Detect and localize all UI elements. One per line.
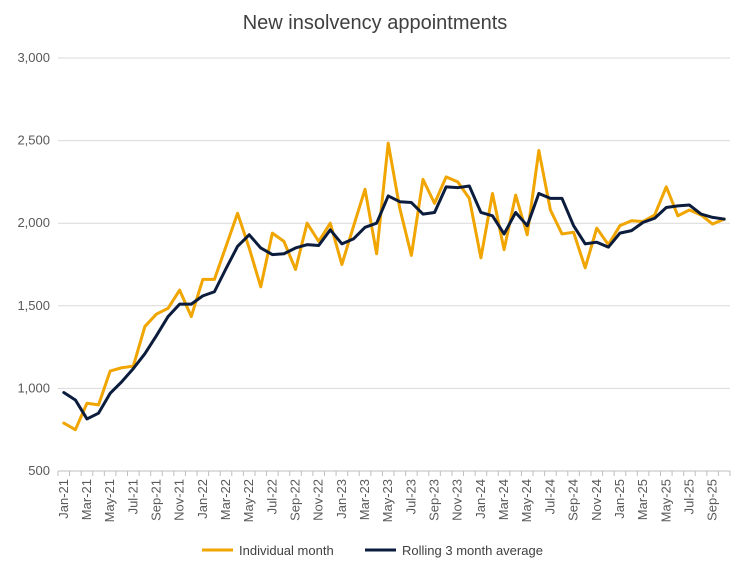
x-tick-label: May-21 xyxy=(102,479,117,522)
x-tick-label: Mar-21 xyxy=(79,479,94,520)
y-tick-label: 1,000 xyxy=(17,380,50,395)
y-tick-label: 2,500 xyxy=(17,133,50,148)
x-tick-label: Jul-21 xyxy=(125,479,140,514)
grid-lines xyxy=(58,57,730,389)
x-tick-label: Jul-22 xyxy=(264,479,279,514)
x-tick-label: Nov-22 xyxy=(311,479,326,521)
x-tick-label: Mar-25 xyxy=(635,479,650,520)
chart-title: New insolvency appointments xyxy=(242,12,508,34)
y-axis: 500 1,000 1,500 2,000 2,500 3,000 xyxy=(17,50,50,478)
x-axis: Jan-21 Mar-21 May-21 Jul-21 Sep-21 Nov-21 Jan-… xyxy=(56,470,731,522)
x-tick-label: Sep-21 xyxy=(148,479,163,521)
series-lines xyxy=(62,141,726,432)
x-tick-label: Mar-24 xyxy=(496,479,511,520)
x-tick-label: Jul-24 xyxy=(542,479,557,514)
y-tick-label: 1,500 xyxy=(17,298,50,313)
x-tick-label: May-24 xyxy=(519,479,534,522)
x-tick-label: Jan-23 xyxy=(334,479,349,519)
x-tick-label: Sep-23 xyxy=(427,479,442,521)
x-tick-label: Sep-22 xyxy=(288,479,303,521)
x-tick-label: Jan-25 xyxy=(612,479,627,519)
y-tick-label: 2,000 xyxy=(17,215,50,230)
x-tick-label: Nov-21 xyxy=(172,479,187,521)
x-tick-label: May-22 xyxy=(241,479,256,522)
x-tick-label: Mar-23 xyxy=(357,479,372,520)
x-tick-label: Jan-24 xyxy=(473,479,488,519)
x-tick-label: Nov-23 xyxy=(450,479,465,521)
x-tick-label: Nov-24 xyxy=(589,479,604,521)
series-line-individual-month xyxy=(62,141,726,432)
legend: Individual month Rolling 3 month average xyxy=(202,543,543,558)
x-tick-label: May-23 xyxy=(380,479,395,522)
x-tick-label: Jan-21 xyxy=(56,479,71,519)
x-tick-label: May-25 xyxy=(658,479,673,522)
x-tick-label: Mar-22 xyxy=(218,479,233,520)
x-tick-label: Sep-25 xyxy=(705,479,720,521)
y-tick-label: 500 xyxy=(28,463,50,478)
x-tick-label: Jul-25 xyxy=(681,479,696,514)
x-tick-label: Sep-24 xyxy=(566,479,581,521)
legend-label-rolling-average: Rolling 3 month average xyxy=(402,543,543,558)
y-tick-label: 3,000 xyxy=(17,50,50,65)
x-tick-label: Jul-23 xyxy=(403,479,418,514)
series-line-rolling-average xyxy=(62,184,726,421)
x-tick-label: Jan-22 xyxy=(195,479,210,519)
legend-label-individual-month: Individual month xyxy=(239,543,334,558)
